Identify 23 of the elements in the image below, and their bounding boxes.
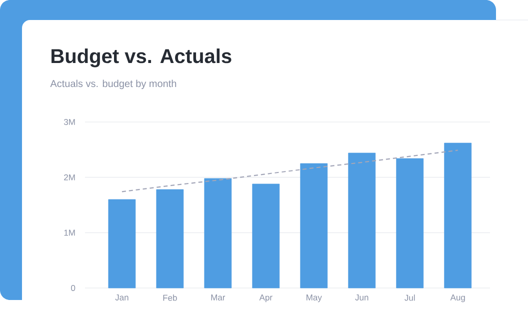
line-series xyxy=(121,150,458,192)
chart-title: Budget vs. Actuals xyxy=(52,48,232,68)
x-tick-label: Jan xyxy=(115,294,128,300)
y-tick-label: 1M xyxy=(64,230,75,236)
x-tick-label: Aug xyxy=(450,294,465,302)
y-tick-label: 2M xyxy=(64,174,75,180)
bar xyxy=(156,189,184,288)
y-tick-label: 3M xyxy=(64,119,75,126)
x-tick-label: Jul xyxy=(404,294,415,301)
x-tick-label: Apr xyxy=(259,294,272,302)
x-tick-label: Feb xyxy=(163,294,177,301)
x-tick-label: Jun xyxy=(355,294,368,300)
bar xyxy=(348,152,376,288)
bar xyxy=(300,163,328,288)
x-tick-label: Mar xyxy=(211,294,226,300)
bar xyxy=(204,178,232,288)
x-tick-label: May xyxy=(306,294,322,302)
bar xyxy=(252,184,280,288)
y-tick-label: 0 xyxy=(71,285,76,292)
bar xyxy=(108,199,136,288)
chart-subtitle: Actuals vs. budget by month xyxy=(50,80,176,90)
bar xyxy=(396,158,424,288)
bar xyxy=(444,142,472,288)
